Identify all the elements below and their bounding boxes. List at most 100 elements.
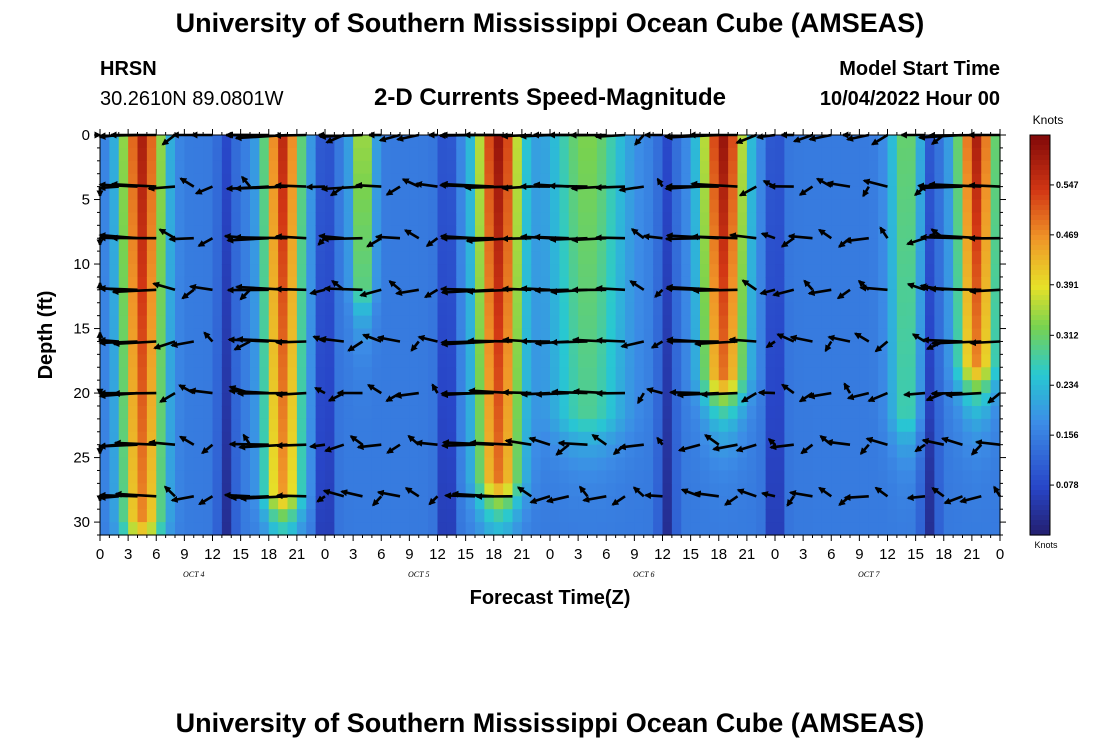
heatmap-cell xyxy=(643,405,654,420)
heatmap-cell xyxy=(118,302,129,317)
heatmap-cell xyxy=(746,483,757,497)
heatmap-cell xyxy=(100,160,110,175)
heatmap-cell xyxy=(521,212,532,226)
heatmap-cell xyxy=(606,251,617,265)
heatmap-cell xyxy=(662,315,673,330)
heatmap-cell xyxy=(343,393,354,407)
heatmap-cell xyxy=(887,225,898,239)
heatmap-cell xyxy=(925,160,935,175)
colorbar-swatch xyxy=(1030,265,1050,271)
heatmap-cell xyxy=(287,160,298,175)
heatmap-cell xyxy=(484,147,495,162)
heatmap-cell xyxy=(850,212,860,226)
heatmap-cell xyxy=(390,341,401,355)
heatmap-cell xyxy=(868,470,879,484)
heatmap-cell xyxy=(587,186,598,201)
colorbar-swatch xyxy=(1030,530,1050,536)
colorbar-swatch xyxy=(1030,255,1050,261)
heatmap-cell xyxy=(306,212,317,226)
heatmap-cell xyxy=(212,496,223,510)
heatmap-cell xyxy=(840,457,851,472)
heatmap-cell xyxy=(831,173,842,188)
heatmap-cell xyxy=(596,405,607,420)
heatmap-cell xyxy=(287,405,298,420)
heatmap-cell xyxy=(259,199,270,214)
heatmap-cell xyxy=(165,341,176,355)
heatmap-cell xyxy=(606,160,617,175)
heatmap-cell xyxy=(934,341,945,355)
heatmap-cell xyxy=(728,496,739,510)
heatmap-cell xyxy=(456,276,467,291)
heatmap-cell xyxy=(587,147,598,162)
heatmap-cell xyxy=(793,483,804,497)
heatmap-cell xyxy=(456,264,467,278)
heatmap-cell xyxy=(775,522,785,536)
heatmap-cell xyxy=(175,199,185,214)
heatmap-cell xyxy=(306,199,317,214)
heatmap-cell xyxy=(878,135,889,149)
heatmap-cell xyxy=(709,289,720,304)
heatmap-cell xyxy=(812,315,823,330)
heatmap-cell xyxy=(550,302,560,317)
x-tick-label: 21 xyxy=(739,546,756,563)
colorbar-label: 0.547 xyxy=(1056,180,1079,190)
heatmap-cell xyxy=(568,212,579,226)
heatmap-cell xyxy=(906,173,917,188)
heatmap-cell xyxy=(362,251,373,265)
colorbar-swatch xyxy=(1030,505,1050,511)
heatmap-cell xyxy=(400,238,410,252)
heatmap-cell xyxy=(934,393,945,407)
heatmap-cell xyxy=(128,199,139,214)
heatmap-cell xyxy=(381,212,392,226)
heatmap-cell xyxy=(850,225,860,239)
heatmap-cell xyxy=(775,264,785,278)
heatmap-cell xyxy=(643,147,654,162)
heatmap-cell xyxy=(906,264,917,278)
heatmap-cell xyxy=(465,522,476,536)
heatmap-cell xyxy=(700,302,710,317)
heatmap-cell xyxy=(203,276,214,291)
heatmap-cell xyxy=(250,457,260,472)
heatmap-cell xyxy=(643,173,654,188)
heatmap-cell xyxy=(400,328,410,343)
heatmap-cell xyxy=(456,173,467,188)
heatmap-cell xyxy=(971,522,982,536)
heatmap-cell xyxy=(128,522,139,536)
colorbar-swatch xyxy=(1030,145,1050,151)
heatmap-cell xyxy=(606,509,617,523)
heatmap-cell xyxy=(831,160,842,175)
heatmap-cell xyxy=(896,431,907,446)
heatmap-cell xyxy=(165,173,176,188)
heatmap-cell xyxy=(212,509,223,523)
heatmap-cell xyxy=(503,341,514,355)
heatmap-cell xyxy=(484,457,495,472)
heatmap-cell xyxy=(475,341,485,355)
heatmap-cell xyxy=(943,276,954,291)
heatmap-cell xyxy=(868,328,879,343)
heatmap-cell xyxy=(409,470,420,484)
heatmap-cell xyxy=(362,496,373,510)
heatmap-cell xyxy=(859,199,870,214)
heatmap-cell xyxy=(756,276,767,291)
heatmap-cell xyxy=(728,444,739,459)
heatmap-cell xyxy=(737,264,748,278)
heatmap-cell xyxy=(850,238,860,252)
heatmap-cell xyxy=(915,251,926,265)
heatmap-cell xyxy=(681,457,692,472)
heatmap-cell xyxy=(634,186,645,201)
heatmap-cell xyxy=(578,431,589,446)
heatmap-cell xyxy=(971,354,982,368)
heatmap-cell xyxy=(287,509,298,523)
heatmap-cell xyxy=(550,173,560,188)
heatmap-cell xyxy=(118,457,129,472)
heatmap-cell xyxy=(259,251,270,265)
heatmap-cell xyxy=(559,483,570,497)
heatmap-cell xyxy=(428,225,439,239)
heatmap-cell xyxy=(550,418,560,433)
current-vector xyxy=(874,486,889,498)
heatmap-cell xyxy=(400,315,410,330)
heatmap-cell xyxy=(362,393,373,407)
heatmap-cell xyxy=(559,238,570,252)
current-vector xyxy=(919,233,963,241)
heatmap-cell xyxy=(943,380,954,394)
